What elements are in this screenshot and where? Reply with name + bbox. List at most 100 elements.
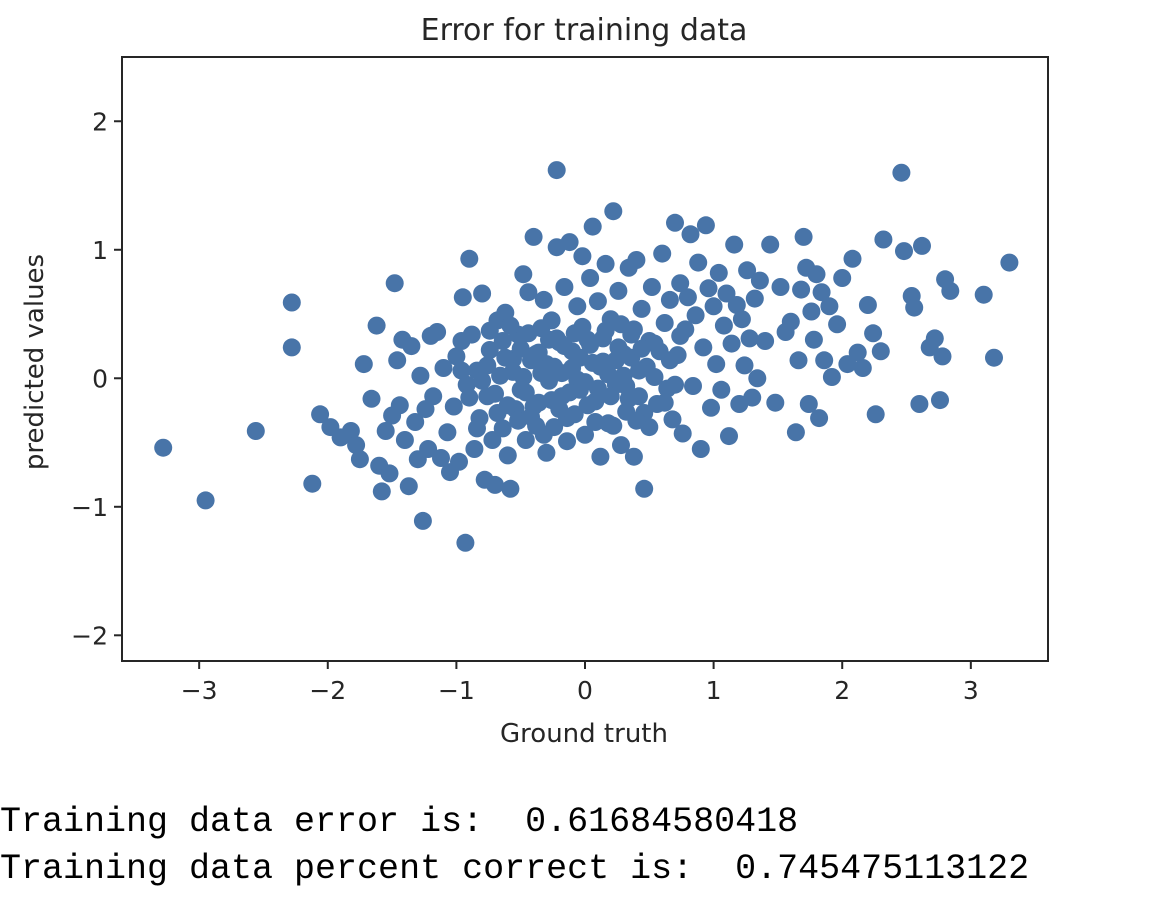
scatter-point (413, 511, 432, 530)
scatter-point (645, 368, 664, 386)
scatter-point (635, 479, 654, 498)
scatter-point (627, 251, 646, 269)
scatter-point (612, 436, 630, 455)
scatter-point (196, 491, 215, 510)
scatter-point (786, 423, 805, 442)
scatter-point (581, 335, 600, 354)
scatter-point (781, 312, 800, 331)
scatter-point (609, 281, 628, 300)
scatter-point (586, 413, 605, 431)
scatter-point (704, 297, 723, 316)
scatter-point (727, 296, 746, 314)
scatter-point (804, 330, 823, 349)
scatter-point (732, 310, 751, 329)
scatter-point (468, 419, 486, 438)
scatter-point (399, 477, 418, 496)
scatter-point (486, 475, 504, 494)
scatter-point (581, 269, 600, 287)
scatter-point (874, 230, 893, 249)
scatter-point (722, 334, 741, 353)
scatter-point (452, 361, 471, 380)
scatter-point (624, 447, 643, 466)
scatter-point (864, 324, 883, 343)
scatter-point (524, 227, 543, 246)
scatter-point (480, 341, 499, 359)
scatter-point (799, 395, 818, 413)
scatter-point (974, 285, 993, 304)
training-percent-output: Training data percent correct is: 0.7454… (0, 849, 1030, 889)
scatter-point (642, 278, 661, 296)
scatter-point (534, 290, 553, 309)
scatter-point (794, 227, 813, 246)
scatter-point (596, 254, 615, 273)
scatter-point (663, 410, 682, 429)
scatter-point (473, 284, 492, 303)
scatter-point (501, 479, 520, 498)
x-tick-label: 2 (834, 676, 850, 705)
scatter-point (486, 384, 504, 403)
x-tick-label: −2 (309, 676, 346, 705)
scatter-point (627, 411, 646, 430)
scatter-point (311, 405, 330, 424)
scatter-point (720, 427, 738, 446)
scatter-point (766, 393, 785, 412)
scatter-point (154, 438, 173, 457)
scatter-point (432, 449, 450, 467)
y-tick-label: −1 (71, 493, 108, 522)
scatter-point (402, 337, 421, 356)
scatter-point (428, 323, 447, 341)
scatter-point (376, 422, 395, 440)
scatter-point (820, 297, 839, 316)
scatter-point (519, 324, 538, 343)
scatter-point (438, 423, 457, 442)
scatter-point (483, 431, 502, 449)
scatter-point (537, 443, 556, 462)
scatter-points (154, 161, 1019, 552)
scatter-point (666, 375, 684, 394)
scatter-point (866, 405, 885, 424)
scatter-point (789, 351, 808, 370)
scatter-point (460, 388, 479, 407)
scatter-point (684, 377, 702, 395)
scatter-point (709, 263, 728, 282)
scatter-point (578, 396, 597, 415)
scatter-point (347, 436, 366, 455)
scatter-point (524, 397, 543, 416)
scatter-point (671, 274, 690, 293)
scatter-point (671, 326, 690, 345)
scatter-point (756, 332, 775, 350)
scatter-point (511, 339, 530, 358)
scatter-point (812, 283, 831, 302)
scatter-point (529, 343, 548, 362)
scatter-point (910, 395, 929, 413)
scatter-point (689, 253, 708, 272)
scatter-point (434, 359, 453, 377)
scatter-point (596, 321, 615, 340)
scatter-point (547, 161, 566, 180)
scatter-point (707, 355, 726, 374)
scatter-point (390, 396, 409, 415)
scatter-point (941, 281, 960, 300)
scatter-point (606, 351, 625, 370)
scatter-point (583, 217, 602, 236)
scatter-point (501, 316, 520, 335)
scatter-point (678, 288, 697, 307)
y-tick-label: 2 (92, 107, 108, 136)
scatter-point (550, 400, 569, 419)
scatter-point (488, 404, 507, 422)
scatter-point (848, 343, 867, 362)
scatter-point (604, 416, 623, 435)
scatter-point (246, 422, 265, 440)
scatter-point (447, 347, 466, 366)
scatter-point (617, 377, 636, 395)
scatter-point (871, 342, 890, 361)
scatter-point (666, 213, 684, 232)
scatter-point (931, 391, 949, 410)
scatter-point (362, 389, 381, 408)
scatter-point (540, 330, 558, 349)
scatter-point (838, 355, 857, 374)
scatter-point (372, 482, 391, 501)
scatter-point (895, 242, 913, 261)
scatter-point (282, 338, 301, 357)
scatter-point (456, 533, 475, 552)
